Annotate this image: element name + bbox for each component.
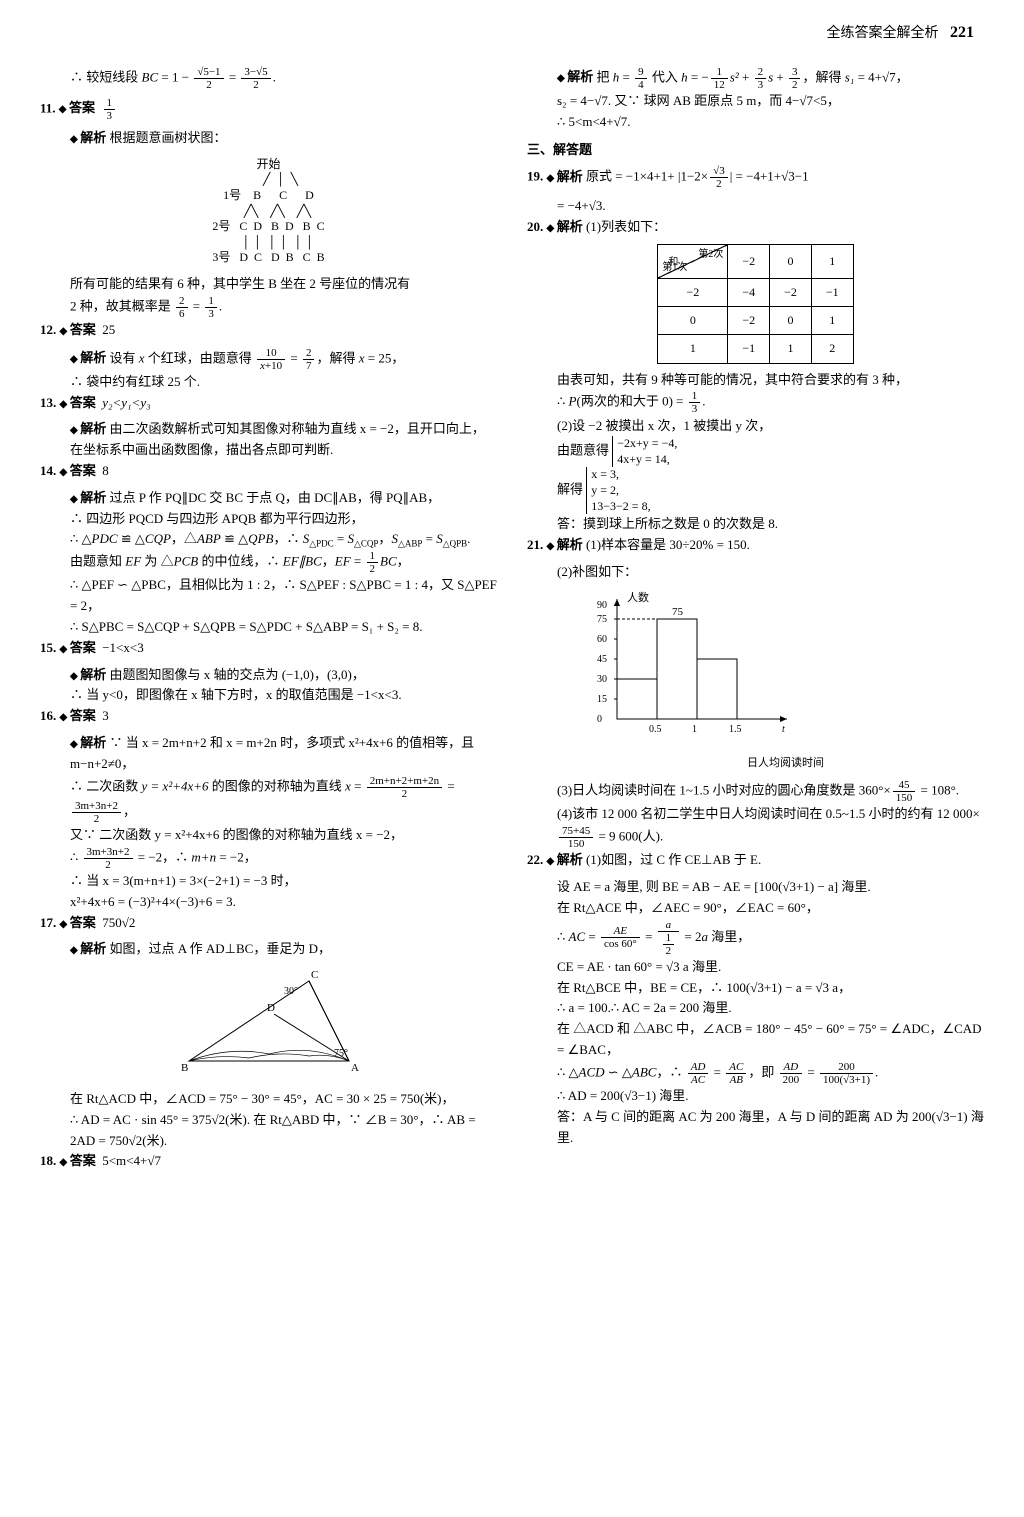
q11-num: 11. — [40, 100, 56, 115]
page-number: 221 — [950, 24, 974, 41]
sum-table: 第2次 第1次 和 −2 0 1 −2−4−2−1 0−201 1−112 — [657, 244, 853, 364]
header-title: 全练答案全解全析 — [827, 26, 939, 41]
section-3: 三、解答题 — [527, 140, 984, 161]
svg-text:45: 45 — [597, 654, 607, 665]
tree-head: 开始 — [40, 157, 497, 173]
q20: 20. 解析 (1)列表如下： — [527, 217, 984, 238]
svg-text:D: D — [267, 1002, 275, 1014]
q11-note2: 2 种，故其概率是 26 = 13. — [40, 295, 497, 320]
svg-text:1: 1 — [692, 724, 697, 735]
q17: 17. 答案 750√2 — [40, 913, 497, 934]
right-column: 解析 把 h = 94 代入 h = −112s² + 23s + 32，解得 … — [527, 66, 984, 1179]
q12: 12. 答案 25 — [40, 320, 497, 341]
svg-text:1.5: 1.5 — [729, 724, 742, 735]
svg-text:人数: 人数 — [627, 591, 649, 604]
q16: 16. 答案 3 — [40, 706, 497, 727]
svg-text:30: 30 — [597, 674, 607, 685]
q14: 14. 答案 8 — [40, 461, 497, 482]
triangle-svg: C D 30° 75° B A — [169, 966, 369, 1076]
q21: 21. 解析 (1)样本容量是 30÷20% = 150. — [527, 535, 984, 556]
tree-diagram: 开始 ╱ │ ╲ 1号 B C D ╱╲ ╱╲ ╱╲ 2号 C D B D B … — [40, 157, 497, 266]
svg-text:0.5: 0.5 — [649, 724, 662, 735]
reading-bar-chart: 人数 0 15 30 45 60 75 90 75 0.5 — [587, 589, 984, 773]
q13: 13. 答案 y₂<y₁<y₃ — [40, 393, 497, 414]
triangle-figure: C D 30° 75° B A — [40, 966, 497, 1083]
svg-text:75°: 75° — [334, 1048, 348, 1059]
svg-text:90: 90 — [597, 600, 607, 611]
ans-label: 答案 — [59, 100, 95, 115]
main-columns: ∴ 较短线段 BC = 1 − √5−12 = 3−√52. 11. 答案 13… — [40, 66, 984, 1179]
pre-11-line: ∴ 较短线段 BC = 1 − √5−12 = 3−√52. — [40, 66, 497, 91]
svg-text:B: B — [181, 1062, 188, 1074]
svg-text:0: 0 — [597, 714, 602, 725]
svg-text:15: 15 — [597, 694, 607, 705]
svg-text:A: A — [351, 1062, 359, 1074]
q22: 22. 解析 (1)如图，过 C 作 CE⊥AB 于 E. — [527, 850, 984, 871]
left-column: ∴ 较短线段 BC = 1 − √5−12 = 3−√52. 11. 答案 13… — [40, 66, 497, 1179]
q11-note1: 所有可能的结果有 6 种，其中学生 B 坐在 2 号座位的情况有 — [40, 274, 497, 295]
svg-text:60: 60 — [597, 634, 607, 645]
svg-text:t: t — [782, 724, 785, 735]
jx-label: 解析 — [70, 130, 106, 145]
q18-jx: 解析 把 h = 94 代入 h = −112s² + 23s + 32，解得 … — [527, 66, 984, 91]
bar-chart-svg: 人数 0 15 30 45 60 75 90 75 0.5 — [587, 589, 807, 749]
svg-text:30°: 30° — [284, 986, 298, 997]
page-header: 全练答案全解全析 221 — [40, 20, 984, 46]
svg-text:75: 75 — [597, 614, 607, 625]
q11-jx-line: 根据题意画树状图： — [109, 130, 226, 145]
q12-jx: 解析 设有 x 个红球，由题意得 10x+10 = 27，解得 x = 25， — [40, 347, 497, 372]
q11: 11. 答案 13 — [40, 97, 497, 122]
q11-jx: 解析 根据题意画树状图： — [40, 128, 497, 149]
svg-text:C: C — [311, 969, 318, 981]
q19: 19. 解析 原式 = −1×4+1+ |1−2×√32| = −4+1+√3−… — [527, 165, 984, 190]
q15: 15. 答案 −1<x<3 — [40, 638, 497, 659]
q18: 18. 答案 5<m<4+√7 — [40, 1151, 497, 1172]
svg-text:75: 75 — [672, 606, 684, 618]
chart-title: 日人均阅读时间 — [587, 755, 984, 773]
